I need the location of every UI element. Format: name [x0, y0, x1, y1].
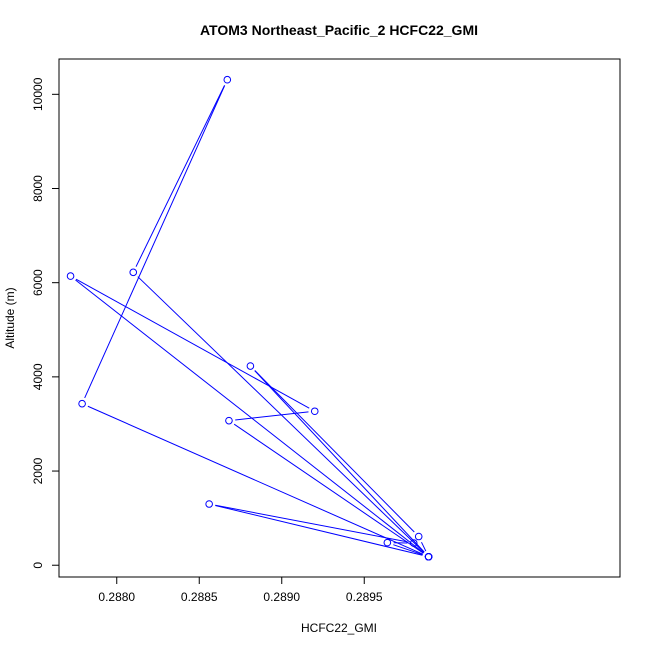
data-point: [205, 500, 213, 508]
y-tick-label: 8000: [31, 175, 45, 202]
series-segment: [75, 279, 424, 554]
series-layer: [66, 75, 433, 561]
chart-title: ATOM3 Northeast_Pacific_2 HCFC22_GMI: [200, 22, 478, 38]
series-segment: [233, 423, 424, 554]
x-tick-label: 0.2890: [263, 590, 300, 604]
series-segment: [254, 370, 415, 533]
series-segment: [215, 504, 408, 543]
series-segment: [87, 405, 424, 555]
data-point: [129, 268, 138, 277]
y-axis-title: Altitude (m): [3, 287, 17, 348]
data-point: [424, 552, 433, 561]
y-tick-label: 2000: [31, 457, 45, 484]
series-segment: [84, 85, 226, 399]
y-tick-label: 6000: [31, 269, 45, 296]
y-axis: 0 2000 4000 6000 8000 10000: [31, 77, 59, 569]
data-point: [223, 75, 232, 84]
x-axis-title: HCFC22_GMI: [301, 621, 377, 635]
x-axis: 0.2880 0.2885 0.2890 0.2895: [98, 577, 383, 604]
y-tick-label: 0: [31, 562, 45, 569]
data-point: [414, 532, 423, 541]
plot-frame: [58, 58, 621, 578]
series-segment: [75, 278, 310, 409]
series-segment: [393, 544, 423, 556]
series-segment: [421, 541, 427, 552]
y-tick-label: 4000: [31, 363, 45, 390]
data-point: [246, 362, 255, 370]
data-point: [310, 407, 319, 416]
series-segment: [254, 370, 425, 553]
x-tick-label: 0.2895: [346, 590, 383, 604]
data-point: [66, 272, 75, 280]
x-tick-label: 0.2880: [98, 590, 135, 604]
data-point: [225, 416, 233, 425]
data-point: [383, 538, 392, 547]
series-segment: [135, 85, 225, 267]
series-segment: [215, 504, 423, 556]
data-point: [409, 539, 418, 547]
series-segment: [235, 411, 309, 421]
data-point: [78, 399, 86, 408]
x-tick-label: 0.2885: [181, 590, 218, 604]
y-tick-label: 10000: [31, 77, 45, 111]
